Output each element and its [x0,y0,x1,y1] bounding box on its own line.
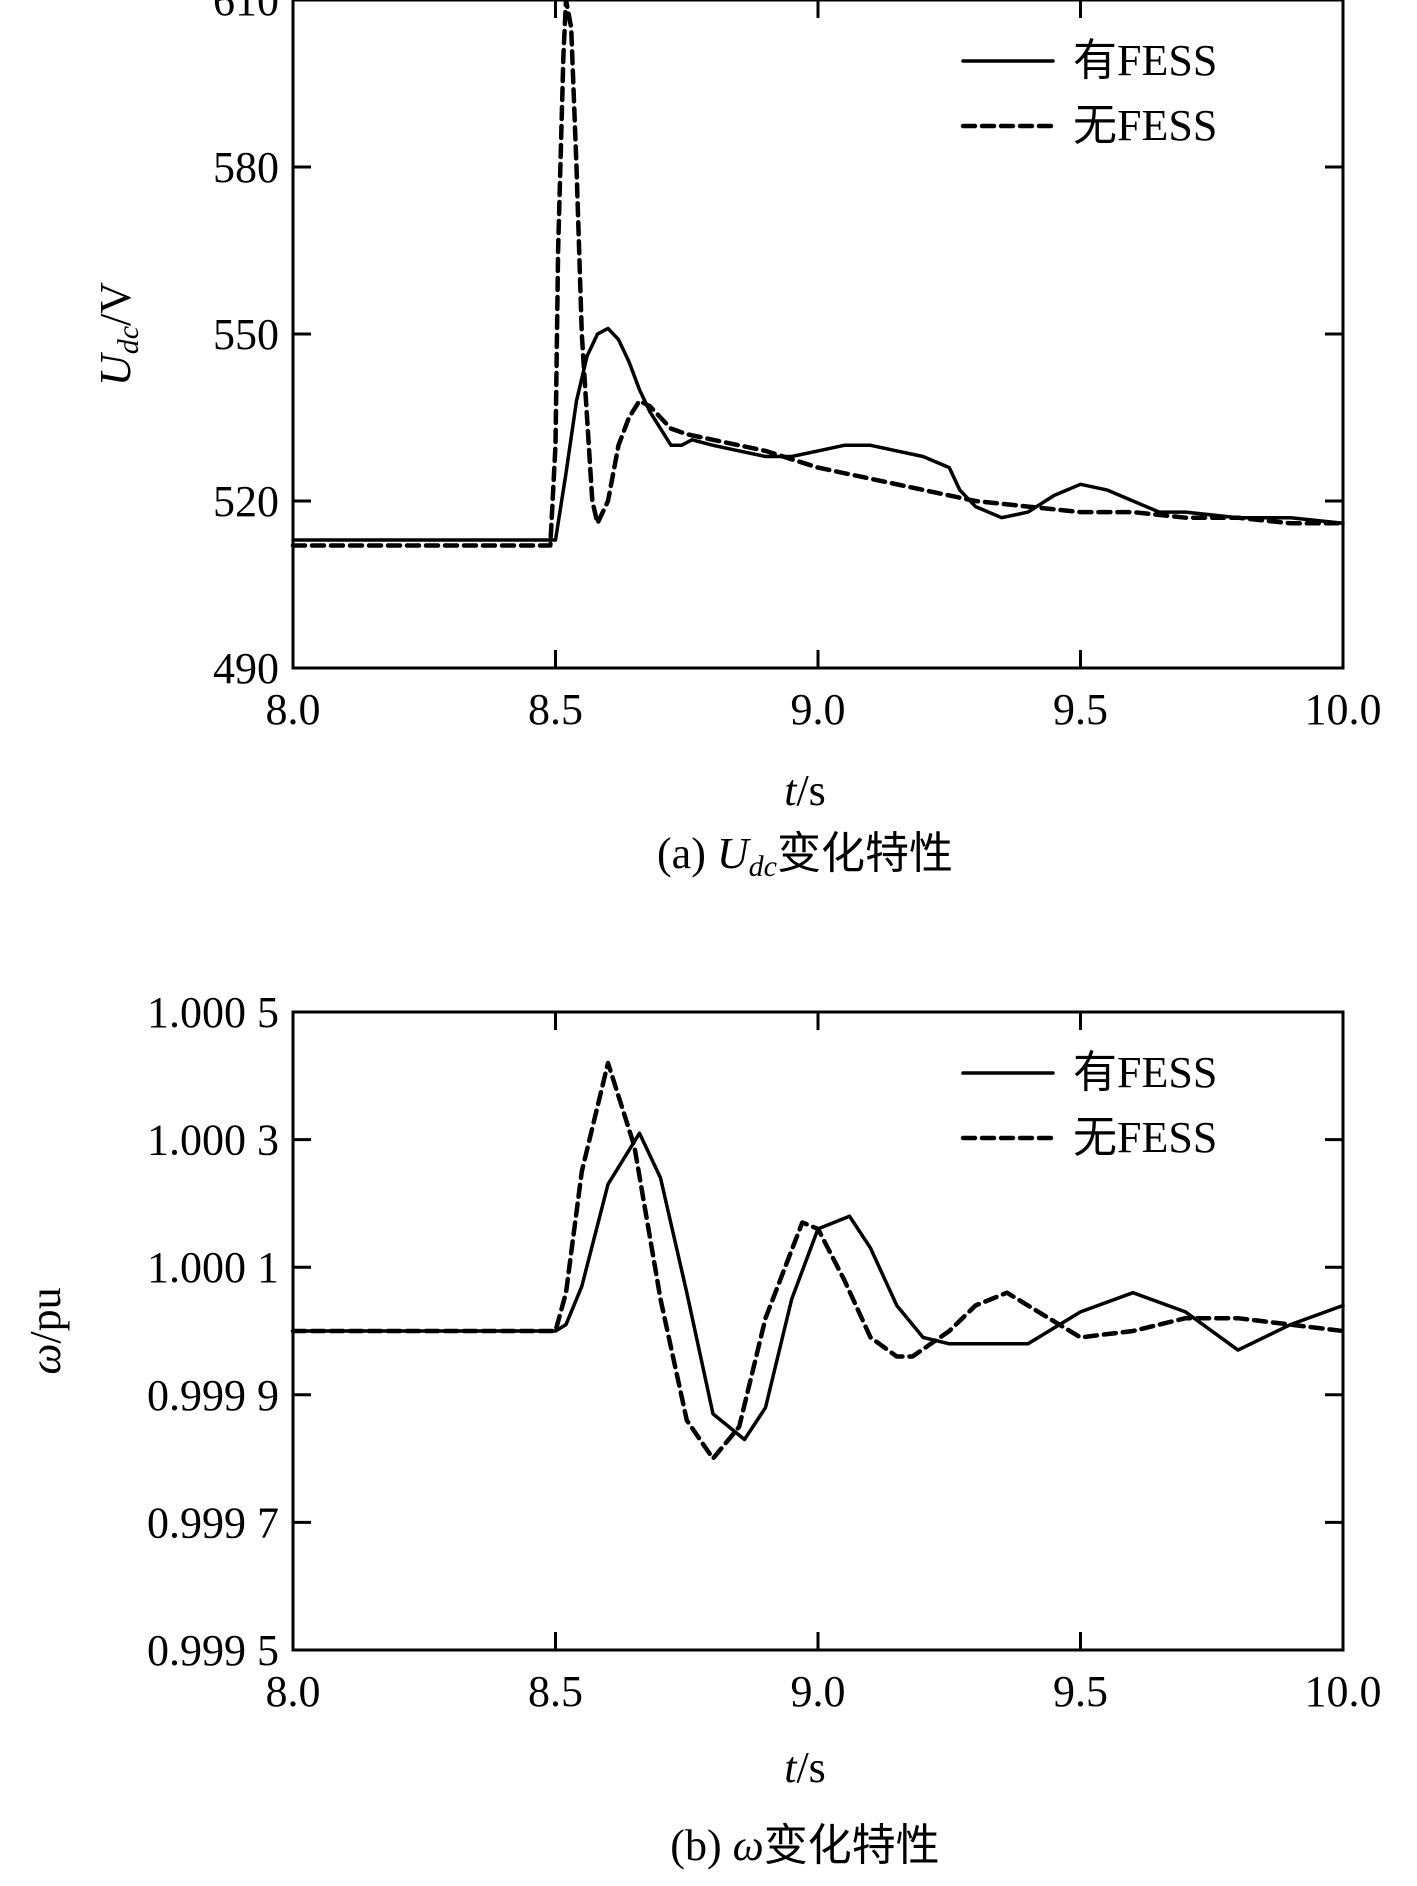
figure-caption: (a) Udc变化特性 [657,829,953,883]
x-axis-var: t [784,766,798,815]
x-tick-label: 9.5 [1053,1667,1108,1716]
y-axis-unit: /V [91,282,140,326]
x-tick-label: 8.0 [266,685,321,734]
caption-prefix: (a) [657,829,717,878]
series-line-with-fess [291,326,1345,542]
y-axis-sub: dc [112,326,145,354]
legend-label-1: 无FESS [1073,1113,1217,1162]
y-tick-label: 0.999 9 [147,1371,279,1420]
caption-var: ω [733,1821,764,1870]
y-tick-label: 0.999 5 [147,1626,279,1675]
series-line-with-fess [291,1131,1345,1442]
x-axis-title: t/s [784,766,826,815]
y-tick-label: 550 [213,310,279,359]
caption-suffix: 变化特性 [777,829,953,878]
y-tick-label: 1.000 1 [147,1243,279,1292]
series-line-without-fess [290,1060,1346,1461]
x-tick-label: 8.5 [528,1667,583,1716]
caption-sub: dc [749,850,777,883]
legend-label-0: 有FESS [1073,36,1217,85]
x-axis-unit: /s [796,1743,825,1792]
caption-suffix: 变化特性 [764,1821,940,1870]
chart-udc: 8.0 8.5 9.0 9.5 10.0 490 520 550 580 610 t/s Udc/V 有… [91,0,1382,883]
x-axis-var: t [784,1743,798,1792]
caption-var: U [717,829,752,878]
y-axis-var: ω [21,1344,70,1375]
x-axis-unit: /s [796,766,825,815]
legend-label-0: 有FESS [1073,1048,1217,1097]
legend-label-1: 无FESS [1073,101,1217,150]
y-axis-unit: /pu [21,1287,70,1343]
y-tick-label: 520 [213,477,279,526]
y-axis-var: U [91,351,140,386]
chart-omega: 8.0 8.5 9.0 9.5 10.0 0.999 5 0.999 7 0.999 9 1.0… [21,988,1382,1870]
x-tick-label: 9.0 [791,685,846,734]
caption-prefix: (b) [670,1821,732,1870]
figure-caption: (b) ω变化特性 [670,1821,939,1870]
y-tick-label: 580 [213,143,279,192]
y-tick-label: 1.000 3 [147,1116,279,1165]
x-tick-label: 9.5 [1053,685,1108,734]
x-tick-label: 8.5 [528,685,583,734]
x-tick-label: 10.0 [1305,1667,1382,1716]
x-axis-title: t/s [784,1743,826,1792]
series-line-without-fess [290,0,1346,548]
y-axis-title: ω/pu [21,1287,70,1374]
y-tick-label: 0.999 7 [147,1498,279,1547]
y-tick-label: 610 [213,0,279,25]
x-tick-label: 9.0 [791,1667,846,1716]
y-tick-label: 490 [213,644,279,693]
x-tick-label: 8.0 [266,1667,321,1716]
x-tick-label: 10.0 [1305,685,1382,734]
y-tick-label: 1.000 5 [147,988,279,1037]
y-axis-title: Udc/V [91,282,145,386]
